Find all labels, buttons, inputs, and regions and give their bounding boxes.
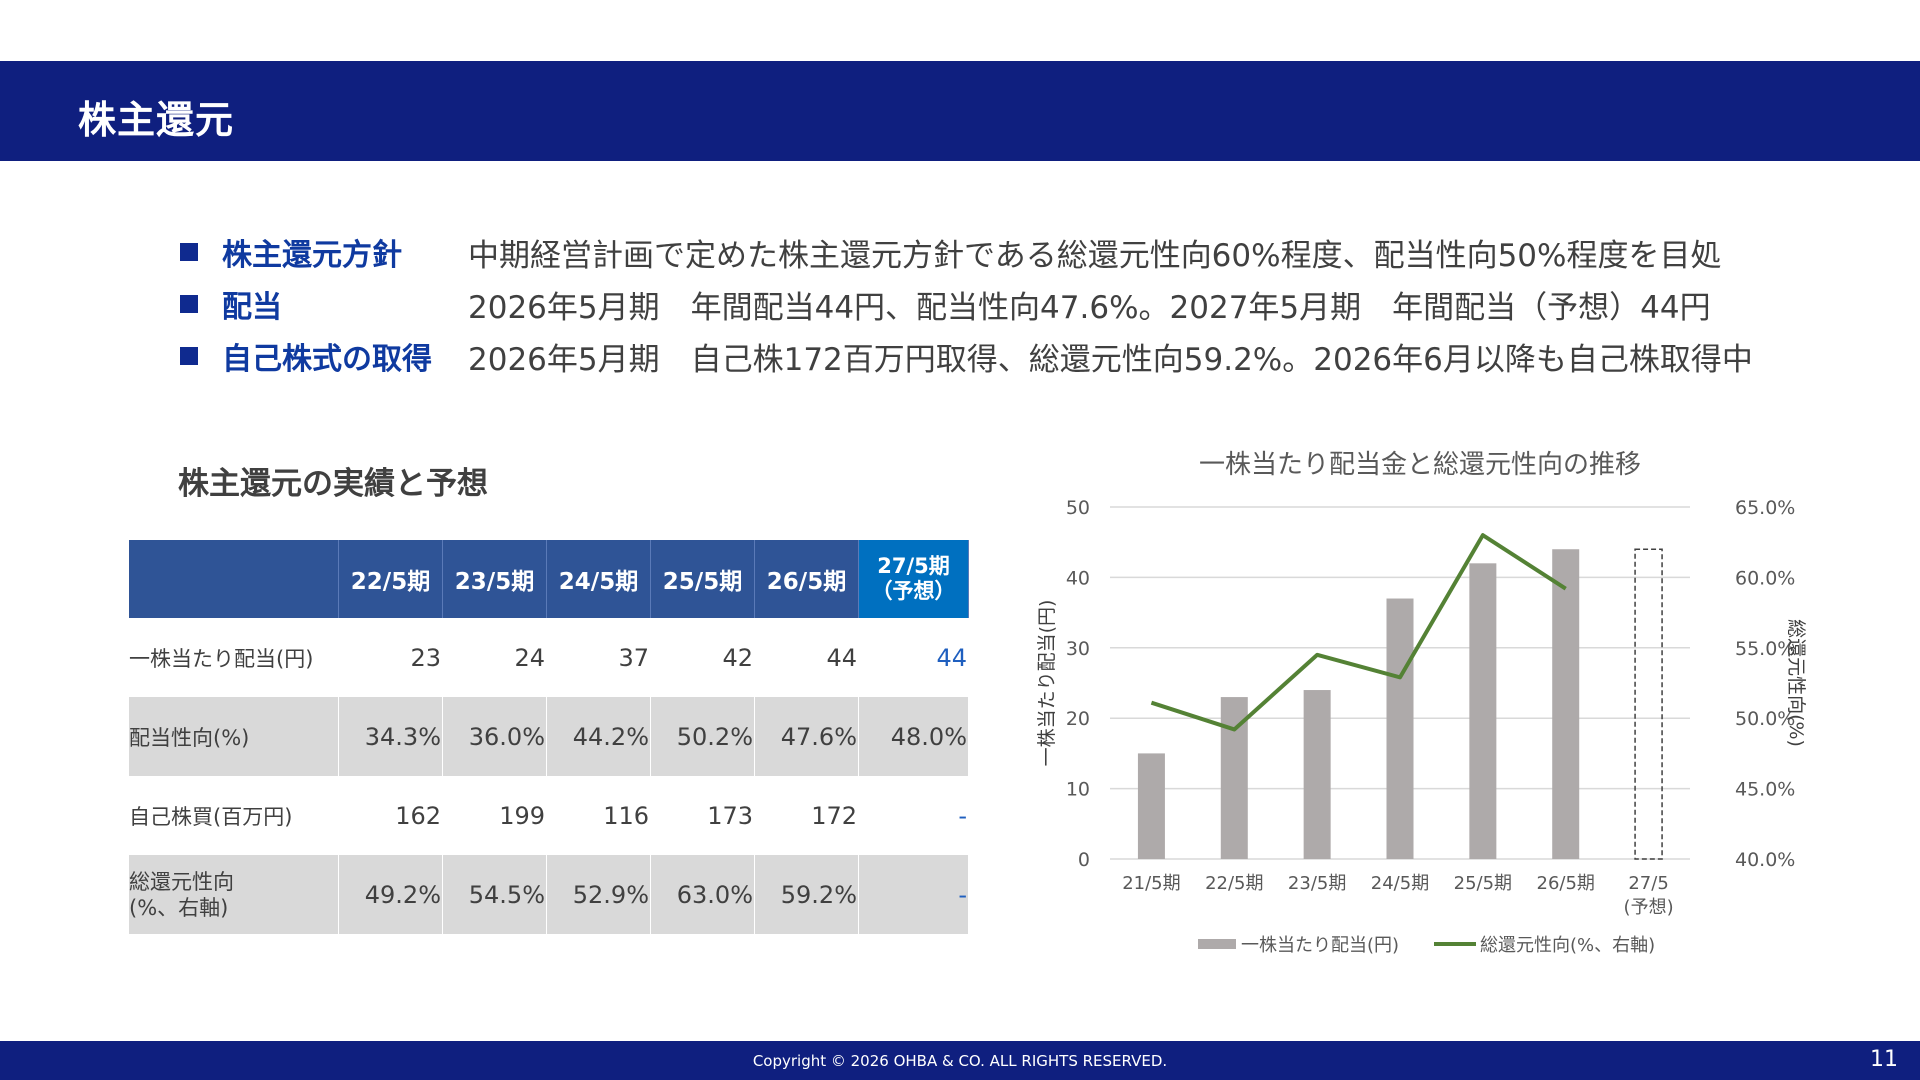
x-tick-label: (予想) bbox=[1624, 897, 1674, 918]
table-cell-forecast: - bbox=[858, 855, 969, 934]
table-cell: 34.3% bbox=[338, 697, 443, 776]
row-label-line: 総還元性向 bbox=[129, 869, 234, 894]
dividend-chart: 一株当たり配当金と総還元性向の推移 0 10 20 30 40 50 40.0% 45.0% 50… bbox=[1036, 450, 1807, 956]
x-tick-label: 21/5期 bbox=[1122, 873, 1180, 894]
y-tick-label: 30 bbox=[1066, 638, 1090, 660]
policy-label: 配当 bbox=[222, 290, 282, 325]
legend-label: 総還元性向(%、右軸) bbox=[1480, 935, 1655, 956]
copyright-text: Copyright © 2026 OHBA & CO. ALL RIGHTS R… bbox=[752, 1052, 1168, 1070]
table-cell: 63.0% bbox=[650, 855, 755, 934]
y-tick-label: 20 bbox=[1066, 708, 1090, 730]
bar bbox=[1469, 563, 1497, 859]
results-table: 22/5期 23/5期 24/5期 25/5期 26/5期 27/5期 （予想）… bbox=[129, 540, 969, 934]
y2-tick-label: 40.0% bbox=[1735, 849, 1795, 871]
bar bbox=[1386, 598, 1414, 859]
table-header-forecast: 27/5期 （予想） bbox=[858, 540, 969, 618]
policy-text: 2026年5月期 年間配当44円、配当性向47.6%。2027年5月期 年間配当… bbox=[468, 289, 1711, 326]
y-axis-title: 一株当たり配当(円) bbox=[1036, 600, 1058, 767]
page-title: 株主還元 bbox=[78, 98, 235, 142]
table-cell: 42 bbox=[650, 618, 755, 697]
table-cell-forecast: 48.0% bbox=[858, 697, 969, 776]
policy-row-return: 株主還元方針 中期経営計画で定めた株主還元方針である総還元性向60%程度、配当性… bbox=[180, 226, 1880, 278]
row-label: 自己株買(百万円) bbox=[129, 776, 339, 855]
policy-row-buyback: 自己株式の取得 2026年5月期 自己株172百万円取得、総還元性向59.2%。… bbox=[180, 330, 1880, 382]
table-cell: 24 bbox=[442, 618, 547, 697]
table-header-cell: 24/5期 bbox=[546, 540, 651, 618]
row-label-line: (%、右軸) bbox=[129, 895, 229, 920]
table-cell: 52.9% bbox=[546, 855, 651, 934]
policy-text: 2026年5月期 自己株172百万円取得、総還元性向59.2%。2026年6月以… bbox=[468, 341, 1753, 378]
table-cell: 47.6% bbox=[754, 697, 859, 776]
x-tick-label: 25/5期 bbox=[1454, 873, 1512, 894]
y-tick-label: 0 bbox=[1078, 849, 1090, 871]
bar bbox=[1552, 549, 1580, 859]
table-header-corner bbox=[129, 540, 339, 618]
table-header-cell: 25/5期 bbox=[650, 540, 755, 618]
square-bullet-icon bbox=[180, 347, 198, 365]
table-cell: 37 bbox=[546, 618, 651, 697]
bar bbox=[1220, 697, 1248, 859]
x-tick-label: 27/5 bbox=[1628, 873, 1668, 894]
table-cell: 50.2% bbox=[650, 697, 755, 776]
policy-label: 自己株式の取得 bbox=[222, 342, 432, 377]
header-bar: 株主還元 bbox=[0, 61, 1920, 161]
table-cell: 23 bbox=[338, 618, 443, 697]
row-label: 総還元性向 (%、右軸) bbox=[129, 855, 339, 934]
table-cell: 172 bbox=[754, 776, 859, 855]
table-cell: 173 bbox=[650, 776, 755, 855]
table-cell: 199 bbox=[442, 776, 547, 855]
table-cell-forecast: 44 bbox=[858, 618, 969, 697]
table-cell: 44 bbox=[754, 618, 859, 697]
policy-label: 株主還元方針 bbox=[222, 238, 402, 273]
forecast-year: 27/5期 bbox=[877, 554, 950, 578]
legend-label: 一株当たり配当(円) bbox=[1241, 935, 1399, 956]
table-cell-forecast: - bbox=[858, 776, 969, 855]
y-tick-label: 40 bbox=[1066, 567, 1090, 589]
table-header-cell: 23/5期 bbox=[442, 540, 547, 618]
table-row: 自己株買(百万円) 162 199 116 173 172 - bbox=[129, 776, 969, 855]
table-cell: 162 bbox=[338, 776, 443, 855]
policy-text: 中期経営計画で定めた株主還元方針である総還元性向60%程度、配当性向50%程度を… bbox=[468, 237, 1722, 274]
table-row: 総還元性向 (%、右軸) 49.2% 54.5% 52.9% 63.0% 59.… bbox=[129, 855, 969, 934]
line-series-total-return bbox=[1150, 533, 1567, 732]
legend-bar-swatch bbox=[1198, 939, 1236, 949]
table-cell: 116 bbox=[546, 776, 651, 855]
x-tick-label: 24/5期 bbox=[1371, 873, 1429, 894]
row-label: 配当性向(%) bbox=[129, 697, 339, 776]
policy-row-dividend: 配当 2026年5月期 年間配当44円、配当性向47.6%。2027年5月期 年… bbox=[180, 278, 1880, 330]
x-tick-label: 22/5期 bbox=[1205, 873, 1263, 894]
bar-forecast bbox=[1634, 548, 1663, 860]
y2-axis-title: 総還元性向(%) bbox=[1785, 619, 1807, 747]
forecast-note: （予想） bbox=[871, 579, 956, 603]
x-tick-label: 23/5期 bbox=[1288, 873, 1346, 894]
table-cell: 44.2% bbox=[546, 697, 651, 776]
y2-tick-label: 65.0% bbox=[1735, 497, 1795, 519]
footer-bar: Copyright © 2026 OHBA & CO. ALL RIGHTS R… bbox=[0, 1041, 1920, 1080]
table-cell: 36.0% bbox=[442, 697, 547, 776]
table-cell: 59.2% bbox=[754, 855, 859, 934]
table-header-row: 22/5期 23/5期 24/5期 25/5期 26/5期 27/5期 （予想） bbox=[129, 540, 969, 618]
policy-list: 株主還元方針 中期経営計画で定めた株主還元方針である総還元性向60%程度、配当性… bbox=[180, 226, 1880, 382]
square-bullet-icon bbox=[180, 243, 198, 261]
x-tick-label: 26/5期 bbox=[1537, 873, 1595, 894]
table-row: 配当性向(%) 34.3% 36.0% 44.2% 50.2% 47.6% 48… bbox=[129, 697, 969, 776]
row-label: 一株当たり配当(円) bbox=[129, 618, 339, 697]
y-tick-label: 50 bbox=[1066, 497, 1090, 519]
table-cell: 49.2% bbox=[338, 855, 443, 934]
y2-tick-label: 45.0% bbox=[1735, 779, 1795, 801]
square-bullet-icon bbox=[180, 295, 198, 313]
chart-title: 一株当たり配当金と総還元性向の推移 bbox=[1199, 450, 1641, 480]
y2-tick-label: 60.0% bbox=[1735, 567, 1795, 589]
y-tick-label: 10 bbox=[1066, 779, 1090, 801]
table-cell: 54.5% bbox=[442, 855, 547, 934]
y2-tick-label: 50.0% bbox=[1735, 708, 1795, 730]
y2-tick-label: 55.0% bbox=[1735, 638, 1795, 660]
table-title: 株主還元の実績と予想 bbox=[178, 466, 488, 502]
table-header-cell: 26/5期 bbox=[754, 540, 859, 618]
bar bbox=[1137, 753, 1165, 859]
bar bbox=[1303, 690, 1331, 859]
page-number: 11 bbox=[1870, 1047, 1898, 1072]
table-row: 一株当たり配当(円) 23 24 37 42 44 44 bbox=[129, 618, 969, 697]
table-header-cell: 22/5期 bbox=[338, 540, 443, 618]
